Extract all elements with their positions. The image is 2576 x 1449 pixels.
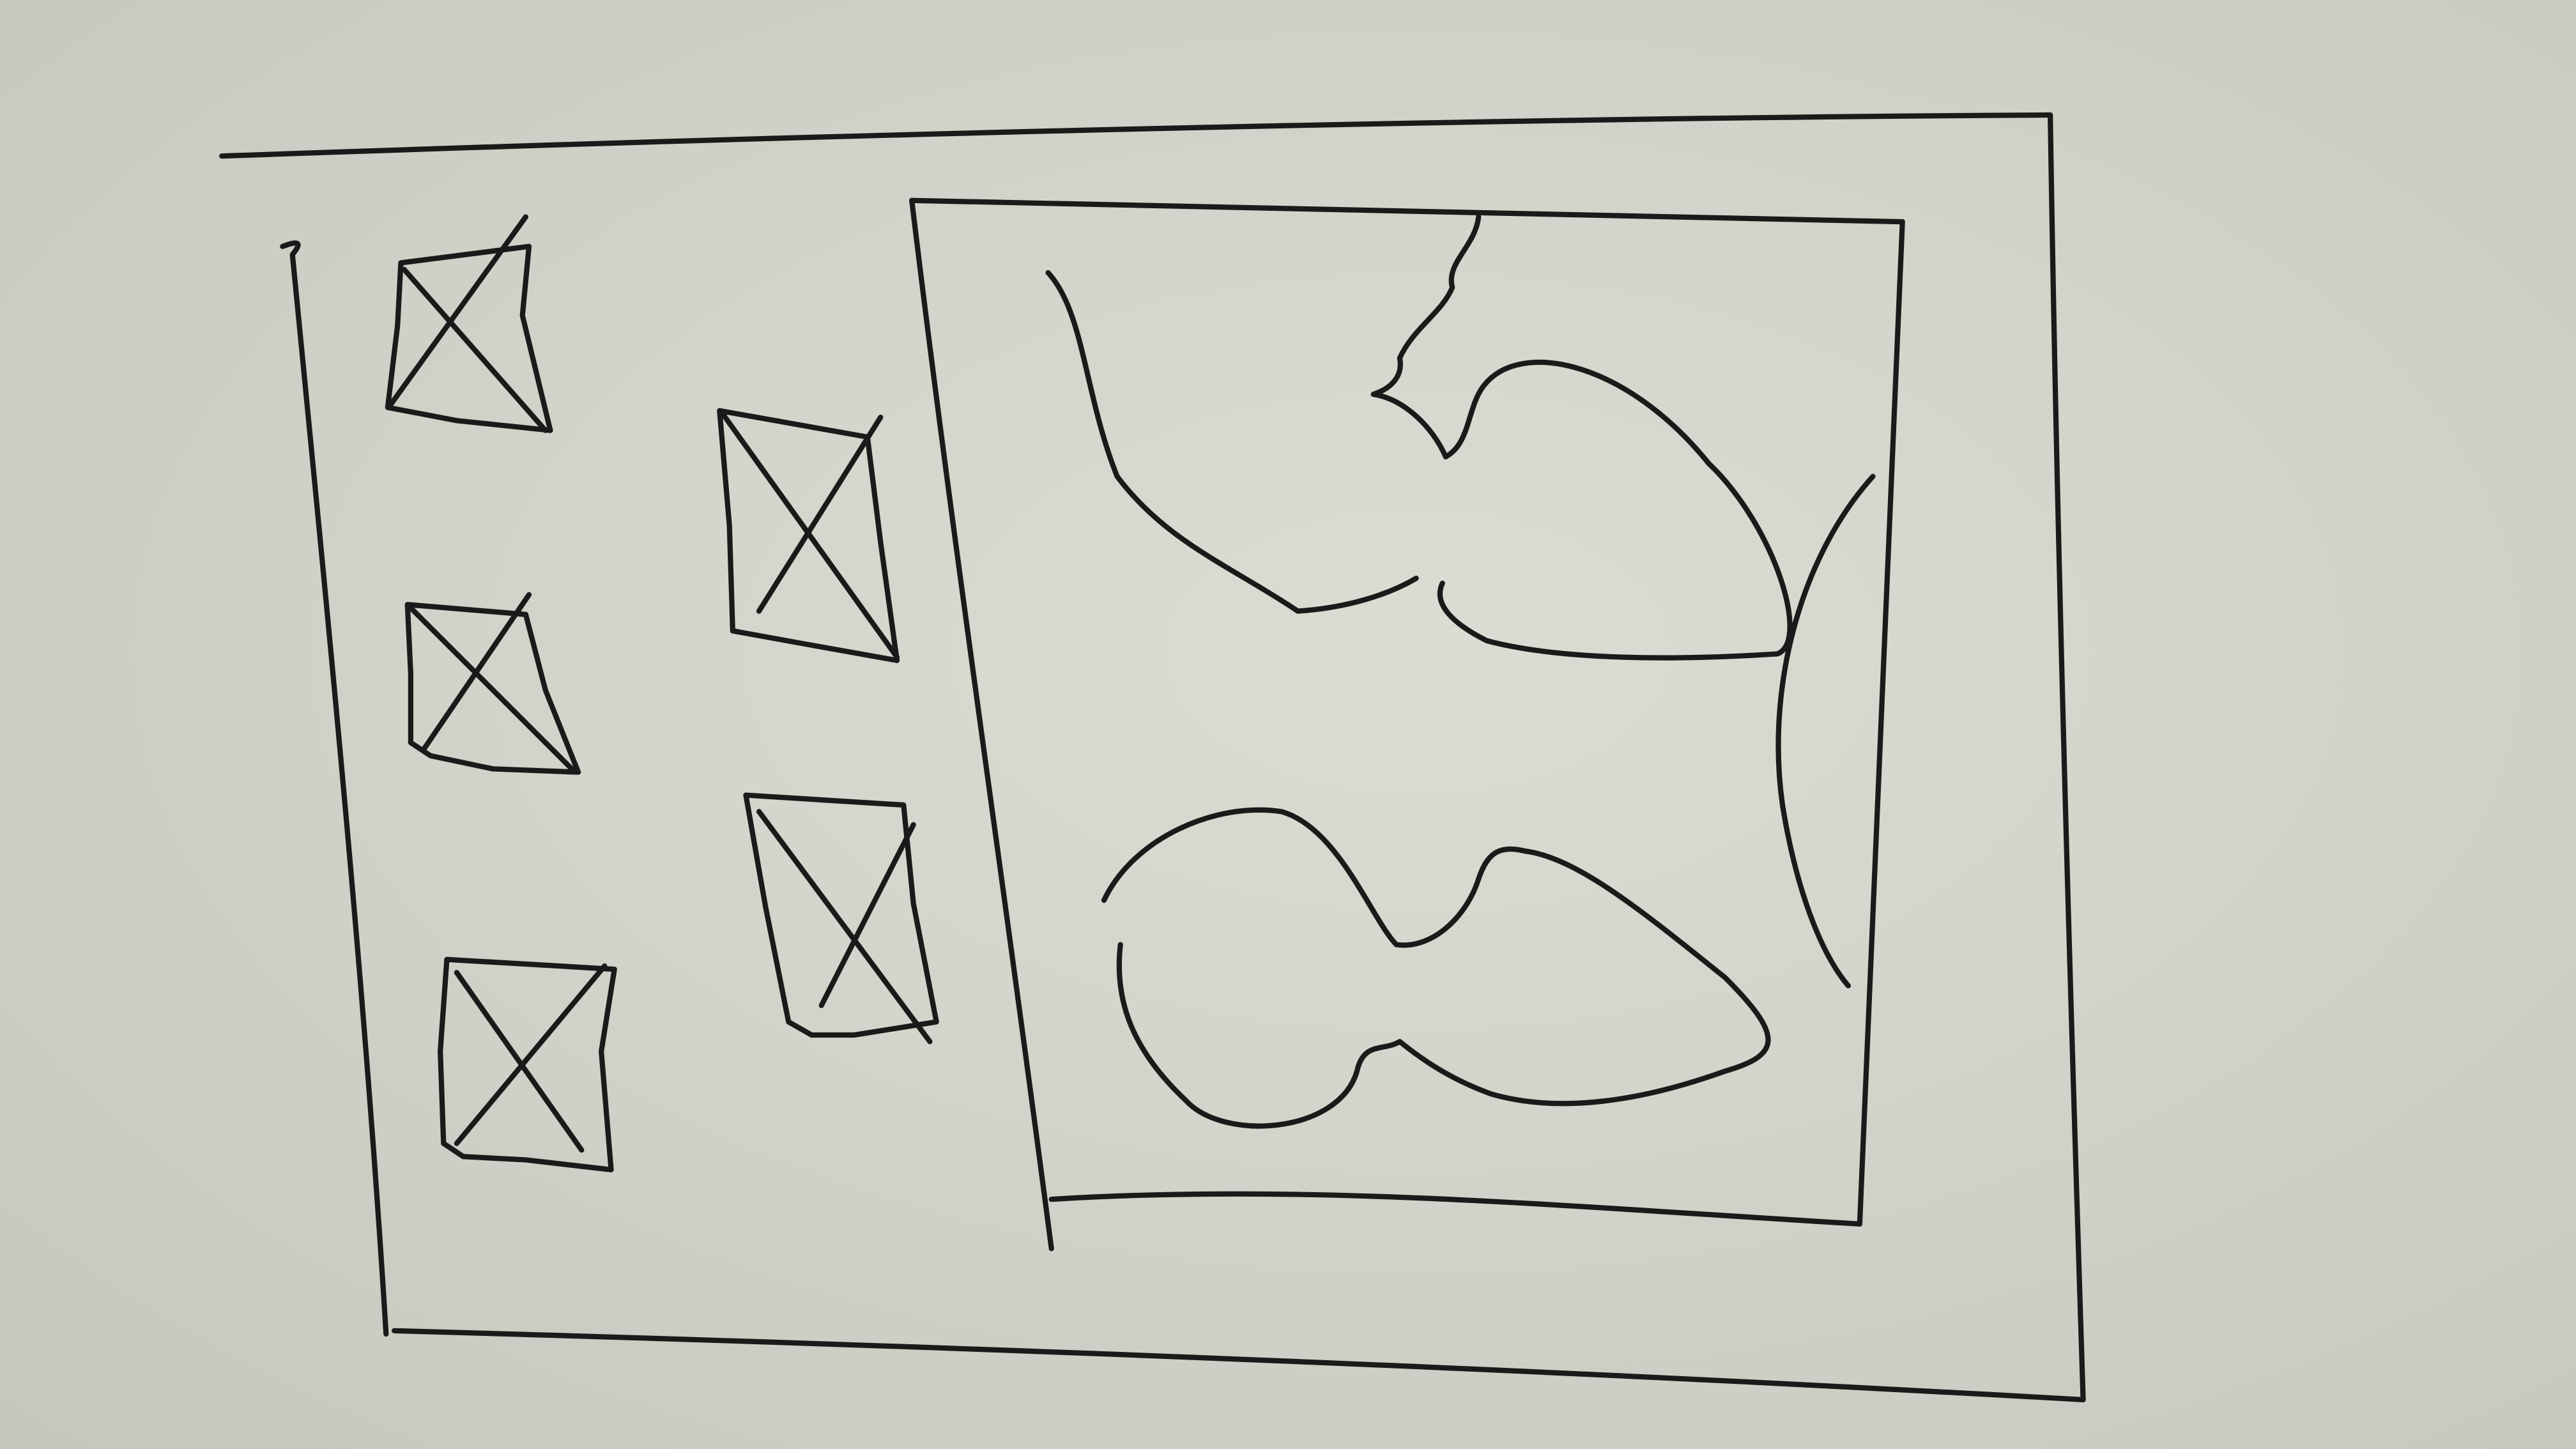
- thumbnail-placeholder[interactable]: [385, 214, 553, 433]
- thumbnail-placeholder[interactable]: [438, 956, 617, 1172]
- image-placeholder-x-icon: [717, 408, 900, 663]
- image-placeholder-x-icon: [385, 214, 553, 433]
- outer-frame: [219, 112, 2086, 1402]
- thumbnail-placeholder[interactable]: [717, 408, 900, 663]
- image-placeholder-x-icon: [743, 792, 939, 1045]
- thumbnail-placeholder[interactable]: [743, 792, 939, 1045]
- image-placeholder-x-icon: [404, 592, 581, 775]
- thumbnail-placeholder[interactable]: [404, 592, 581, 775]
- abstract-shapes-illustration-icon: [1045, 214, 1876, 1129]
- preview-panel: [909, 197, 1905, 1252]
- image-placeholder-x-icon: [438, 956, 617, 1172]
